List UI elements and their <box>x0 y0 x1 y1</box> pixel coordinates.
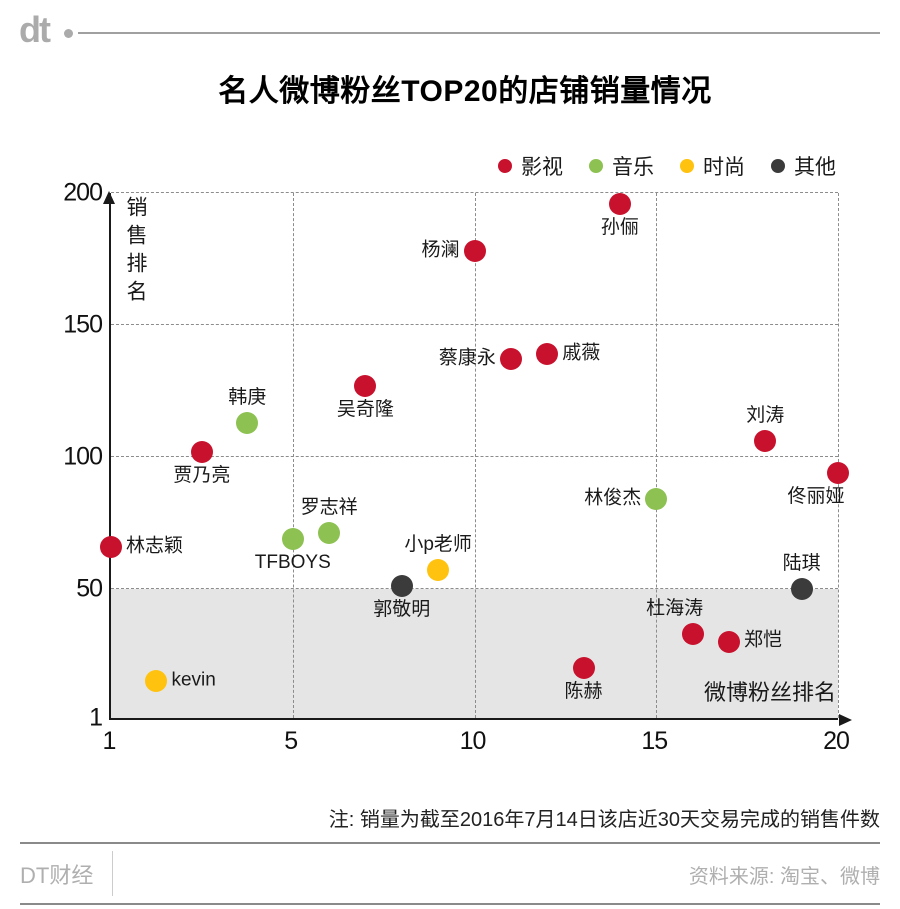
gridline-vertical <box>838 193 839 718</box>
legend-item-3: 其他 <box>771 151 836 181</box>
data-point-label: 陆琪 <box>782 552 821 574</box>
x-tick-label: 10 <box>459 727 487 755</box>
data-point-dot <box>681 622 704 645</box>
data-point-label: 蔡康永 <box>438 347 496 369</box>
data-point-label: 罗志祥 <box>300 497 358 519</box>
data-point-dot <box>427 559 450 582</box>
data-point-dot <box>754 430 777 452</box>
data-point-dot <box>190 440 213 463</box>
data-point-dot <box>536 342 559 365</box>
legend-label: 音乐 <box>612 156 654 179</box>
data-point-dot <box>390 575 413 598</box>
data-point-dot <box>572 656 595 679</box>
y-axis-label: 销售排名 <box>124 196 147 308</box>
data-point-dot <box>608 192 631 215</box>
legend-dot-icon <box>589 159 603 173</box>
data-source: 资料来源: 淘宝、微博 <box>688 866 880 888</box>
footer-divider-top <box>20 842 880 844</box>
x-axis-arrow-icon <box>839 714 852 726</box>
legend-dot-icon <box>680 159 694 173</box>
legend-item-2: 时尚 <box>680 151 745 181</box>
x-tick-label: 20 <box>823 727 850 755</box>
data-point-dot <box>499 348 522 371</box>
data-point-dot <box>717 630 740 653</box>
legend-label: 时尚 <box>703 156 745 179</box>
data-point-dot <box>827 461 849 484</box>
data-point-dot <box>281 527 304 550</box>
chart-legend: 影视 音乐 时尚 其他 <box>498 151 836 181</box>
legend-label: 其他 <box>794 156 836 179</box>
legend-dot-icon <box>771 159 785 173</box>
y-axis-arrow-icon <box>103 191 115 204</box>
data-point-label: 贾乃亮 <box>173 464 231 486</box>
x-tick-label: 15 <box>641 727 668 755</box>
data-point-label: 小p老师 <box>404 534 472 556</box>
data-point-label: 韩庚 <box>228 386 267 408</box>
data-point-dot <box>790 577 813 600</box>
x-axis-label: 微博粉丝排名 <box>703 680 836 705</box>
data-point-label: 郭敬明 <box>373 599 431 621</box>
footnote: 注: 销量为截至2016年7月14日该店近30天交易完成的销售件数 <box>328 809 880 831</box>
data-point-label: 郑恺 <box>743 630 782 652</box>
legend-item-0: 影视 <box>498 151 563 181</box>
data-point-label: 陈赫 <box>564 680 603 702</box>
data-point-dot <box>145 670 168 693</box>
y-tick-label: 1 <box>89 703 103 732</box>
data-point-dot <box>100 535 122 558</box>
data-point-label: kevin <box>171 669 216 691</box>
data-point-label: 杨澜 <box>421 239 460 261</box>
legend-dot-icon <box>498 159 512 173</box>
data-point-dot <box>645 488 668 511</box>
dt-logo: dt <box>19 9 51 50</box>
data-point-dot <box>354 374 377 397</box>
data-point-label: 佟丽娅 <box>787 485 845 507</box>
data-point-label: 刘涛 <box>746 405 785 427</box>
page-title: 名人微博粉丝TOP20的店铺销量情况 <box>218 75 712 108</box>
scatter-plot-area: 销售排名 微博粉丝排名 林志颖 kevin 贾乃亮 韩庚 TFBOYS 罗志祥 吴奇隆郭敬明… <box>100 191 852 726</box>
y-tick-label: 200 <box>63 178 103 207</box>
header-rule-line <box>78 32 880 34</box>
data-point-dot <box>236 411 259 434</box>
x-tick-label: 1 <box>102 727 117 755</box>
logo-bullet-dot <box>64 29 73 38</box>
x-axis-ticks: 1 5 10 15 20 <box>103 727 850 761</box>
gridline-vertical <box>292 193 294 718</box>
data-point-label: 孙俪 <box>600 216 639 238</box>
y-tick-label: 150 <box>63 310 103 339</box>
y-tick-label: 50 <box>76 574 103 603</box>
brand-name: DT财经 <box>20 863 94 888</box>
data-point-label: 戚薇 <box>562 342 601 364</box>
data-point-label: 林俊杰 <box>584 487 642 509</box>
data-point-dot <box>318 522 341 545</box>
gridline-horizontal <box>111 192 838 193</box>
y-axis-ticks: 1 50 100 150 200 <box>18 179 103 732</box>
footer-divider-bottom <box>20 903 880 905</box>
legend-item-1: 音乐 <box>589 151 654 181</box>
legend-label: 影视 <box>521 156 563 179</box>
y-tick-label: 100 <box>63 442 103 471</box>
data-point-label: 杜海涛 <box>646 597 704 619</box>
data-point-dot <box>463 240 486 263</box>
gridline-vertical <box>656 193 658 718</box>
data-point-label: 吴奇隆 <box>336 398 394 420</box>
gridline-vertical <box>474 193 476 718</box>
footer-vertical-divider <box>112 851 113 896</box>
data-point-label: TFBOYS <box>254 551 331 573</box>
x-tick-label: 5 <box>284 727 298 755</box>
data-point-label: 林志颖 <box>126 535 184 557</box>
